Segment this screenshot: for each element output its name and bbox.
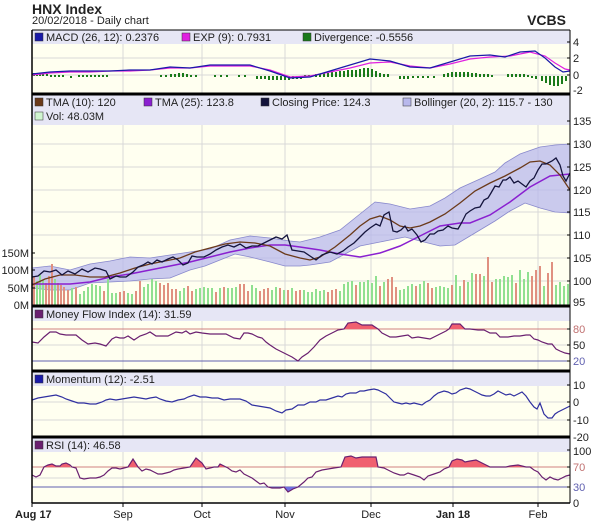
svg-text:20: 20 (573, 356, 585, 368)
volume-y-axis: 150M 100M 50M 0M (1, 248, 29, 312)
price-y-axis: 135 130 125 120 115 110 105 100 95 (573, 116, 591, 309)
brand-label: VCBS (527, 12, 566, 28)
price-panel (31, 95, 571, 305)
mfi-legend: Money Flow Index (14): 31.59 (34, 309, 192, 321)
mfi-y-axis: 80 50 20 (573, 324, 585, 368)
svg-text:10: 10 (573, 380, 585, 392)
x-label-oct: Oct (193, 509, 210, 521)
mfi-legend-label: Money Flow Index (14): 31.59 (46, 309, 192, 321)
rsi-legend-label: RSI (14): 46.58 (46, 440, 121, 452)
bollinger-band (31, 143, 571, 291)
svg-text:70: 70 (573, 462, 585, 474)
macd-legend-label: MACD (26, 12): 0.2376 (46, 32, 159, 44)
x-label-sep: Sep (113, 509, 133, 521)
mfi-swatch-icon (34, 309, 44, 319)
svg-text:115: 115 (573, 207, 591, 219)
macd-swatch-icon (34, 32, 44, 42)
svg-text:50: 50 (573, 340, 585, 352)
svg-text:120: 120 (573, 185, 591, 197)
svg-text:80: 80 (573, 324, 585, 336)
rsi-swatch-icon (34, 440, 44, 450)
exp-swatch-icon (181, 32, 191, 42)
svg-text:30: 30 (573, 482, 585, 494)
x-label-aug17: Aug 17 (15, 509, 52, 521)
macd-y-axis: 4 2 0 -2 (573, 37, 583, 97)
svg-text:4: 4 (573, 37, 579, 49)
rsi-y-axis: 100 70 30 0 (573, 446, 591, 510)
svg-text:100: 100 (573, 276, 591, 288)
closing-price-line (31, 157, 571, 280)
rsi-panel (31, 438, 571, 502)
panel-borders (31, 29, 571, 504)
svg-text:95: 95 (573, 297, 585, 309)
vol-legend-label: Vol: 48.03M (46, 111, 104, 123)
svg-text:135: 135 (573, 116, 591, 128)
chart-title: HNX Index (32, 1, 103, 17)
svg-text:125: 125 (573, 162, 591, 174)
svg-text:0: 0 (573, 70, 579, 82)
svg-text:-2: -2 (573, 85, 583, 97)
svg-text:0M: 0M (14, 300, 29, 312)
momentum-line (31, 387, 571, 419)
tma10-swatch-icon (34, 97, 44, 107)
macd-panel (31, 30, 571, 93)
mfi-panel (31, 307, 571, 370)
x-label-nov: Nov (275, 509, 295, 521)
tma25-legend-label: TMA (25): 123.8 (155, 97, 234, 109)
vol-swatch-icon (34, 111, 44, 121)
momentum-y-axis: 10 0 -10 -20 (573, 380, 589, 444)
bollinger-swatch-icon (402, 97, 412, 107)
rsi-legend: RSI (14): 46.58 (34, 440, 121, 452)
svg-text:0: 0 (573, 498, 579, 510)
divergence-legend-label: Divergence: -0.5556 (314, 32, 413, 44)
svg-text:-20: -20 (573, 432, 589, 444)
momentum-panel (31, 372, 571, 436)
svg-text:0: 0 (573, 397, 579, 409)
close-swatch-icon (260, 97, 270, 107)
price-legend: TMA (10): 120 TMA (25): 123.8 Closing Pr… (34, 97, 553, 123)
tma25-swatch-icon (143, 97, 153, 107)
mfi-overbought-fill (344, 322, 378, 329)
x-label-jan18: Jan 18 (436, 509, 470, 521)
close-legend-label: Closing Price: 124.3 (272, 97, 370, 109)
x-axis: Aug 17 Sep Oct Nov Dec Jan 18 Feb (15, 509, 547, 521)
bollinger-legend-label: Bollinger (20, 2): 115.7 - 130 (414, 97, 553, 109)
momentum-legend-label: Momentum (12): -2.51 (46, 374, 155, 386)
x-label-feb: Feb (529, 509, 548, 521)
svg-text:150M: 150M (1, 248, 29, 260)
rsi-line (31, 455, 571, 493)
svg-text:130: 130 (573, 139, 591, 151)
svg-text:105: 105 (573, 253, 591, 265)
chart-subtitle: 20/02/2018 - Daily chart (32, 15, 149, 27)
svg-text:100M: 100M (1, 265, 29, 277)
exp-legend-label: EXP (9): 0.7931 (193, 32, 271, 44)
x-label-dec: Dec (361, 509, 381, 521)
momentum-swatch-icon (34, 374, 44, 384)
divergence-bars (33, 68, 567, 86)
macd-line (31, 50, 571, 79)
svg-text:-10: -10 (573, 415, 589, 427)
mfi-line (31, 321, 571, 362)
svg-text:110: 110 (573, 230, 591, 242)
divergence-swatch-icon (302, 32, 312, 42)
svg-text:100: 100 (573, 446, 591, 458)
momentum-legend: Momentum (12): -2.51 (34, 374, 155, 386)
svg-text:50M: 50M (8, 283, 29, 295)
macd-legend: MACD (26, 12): 0.2376 EXP (9): 0.7931 Di… (34, 32, 413, 44)
tma25-line (32, 173, 571, 285)
svg-text:2: 2 (573, 53, 579, 65)
tma10-legend-label: TMA (10): 120 (46, 97, 116, 109)
tma10-line (31, 160, 571, 286)
